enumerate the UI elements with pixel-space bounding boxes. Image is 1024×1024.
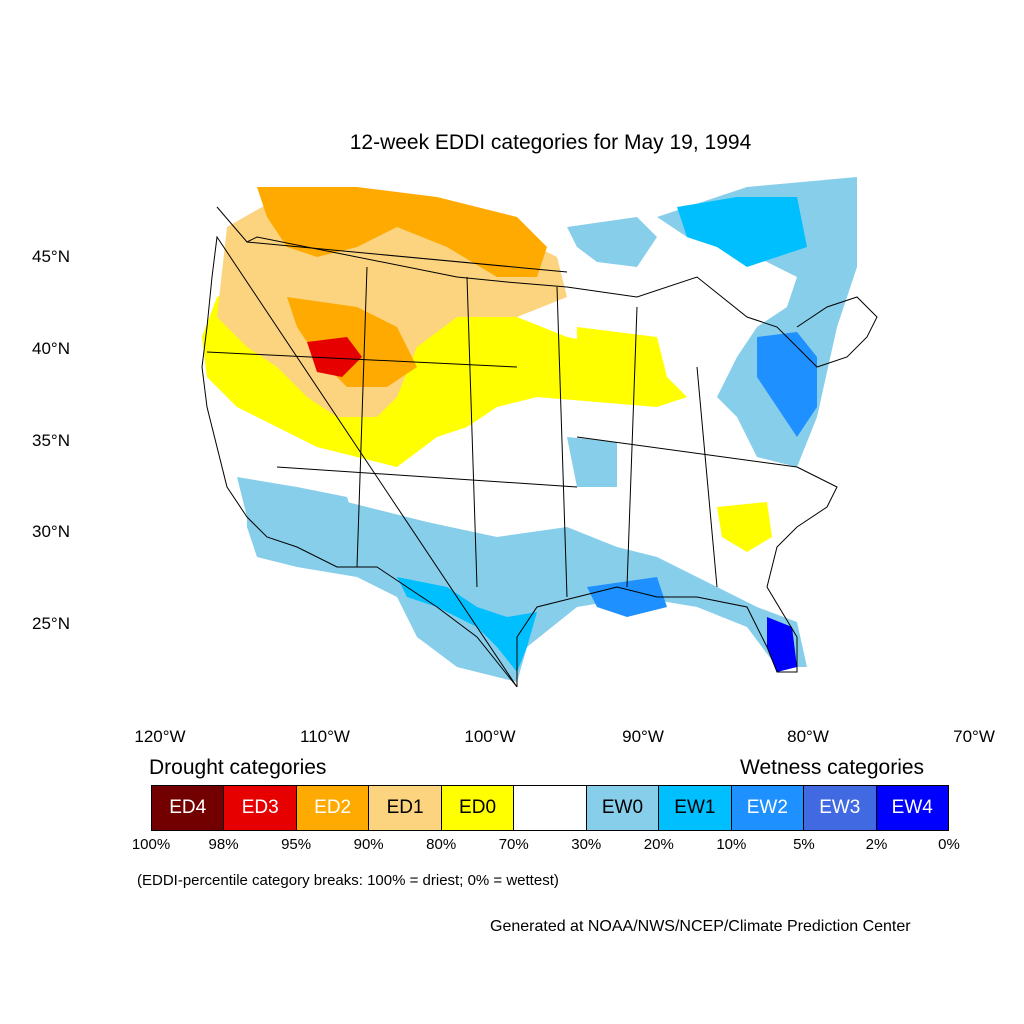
legend-cell-normal (514, 786, 587, 830)
field-ew0-central (567, 437, 617, 487)
map-title: 12-week EDDI categories for May 19, 1994 (349, 131, 752, 154)
legend-cell-ew4: EW4 (876, 786, 948, 830)
field-ew0-southwest (237, 477, 357, 537)
break-label: 10% (716, 836, 747, 853)
field-ed0-carolina (717, 502, 772, 552)
break-label: 30% (571, 836, 602, 853)
legend-cell-ed1: ED1 (369, 786, 442, 830)
lon-label-100w: 100°W (464, 727, 516, 746)
lon-label-80w: 80°W (787, 727, 829, 746)
field-ew2-northeast (757, 332, 817, 437)
lat-label-25: 25°N (32, 614, 70, 633)
legend-cell-ed0: ED0 (441, 786, 515, 830)
credit-text: Generated at NOAA/NWS/NCEP/Climate Predi… (490, 918, 911, 935)
legend-cell-ew3: EW3 (804, 786, 877, 830)
field-ew1-upper-midwest (567, 217, 657, 267)
category-fields (202, 177, 857, 682)
break-label: 0% (938, 836, 960, 853)
break-label: 70% (498, 836, 529, 853)
legend-cell-ed4: ED4 (152, 786, 225, 830)
break-label: 2% (865, 836, 888, 853)
field-ew1-northeast (677, 197, 807, 267)
lat-label-35: 35°N (32, 431, 70, 450)
break-label: 20% (643, 836, 674, 853)
field-ed2-north (257, 187, 547, 277)
legend-cell-ew1: EW1 (659, 786, 732, 830)
break-label: 95% (281, 836, 312, 853)
field-ew1-florida-panhandle (587, 577, 667, 617)
lat-label-45: 45°N (32, 247, 70, 266)
legend-cell-ed3: ED3 (224, 786, 297, 830)
eddi-map (97, 167, 1004, 696)
field-ew0-south (247, 497, 807, 682)
field-ew1-texas (397, 577, 537, 672)
break-label: 90% (353, 836, 384, 853)
break-label: 80% (426, 836, 457, 853)
legend-cell-ew0: EW0 (586, 786, 660, 830)
field-ed2-interior (287, 297, 417, 387)
boundaries (201, 206, 878, 688)
lat-label-30: 30°N (32, 522, 70, 541)
drought-heading: Drought categories (149, 756, 327, 779)
field-ed0-great-lakes (577, 327, 667, 387)
lon-label-70w: 70°W (953, 727, 995, 746)
conus-outline (201, 206, 878, 688)
break-label: 100% (131, 836, 171, 853)
break-label: 98% (208, 836, 239, 853)
field-ed3-utah (307, 337, 362, 377)
legend-cell-ed2: ED2 (296, 786, 370, 830)
lat-label-40: 40°N (32, 339, 70, 358)
category-note: (EDDI-percentile category breaks: 100% =… (137, 872, 559, 889)
lon-label-110w: 110°W (300, 727, 350, 746)
field-ew2-florida (767, 617, 797, 672)
lon-label-90w: 90°W (622, 727, 664, 746)
legend-cell-ew2: EW2 (731, 786, 805, 830)
break-label: 5% (793, 836, 815, 853)
lon-label-120w: 120°W (134, 727, 186, 746)
wetness-heading: Wetness categories (740, 756, 925, 779)
category-legend: ED4 ED3 ED2 ED1 ED0 EW0 EW1 EW2 EW3 EW4 (151, 785, 949, 831)
